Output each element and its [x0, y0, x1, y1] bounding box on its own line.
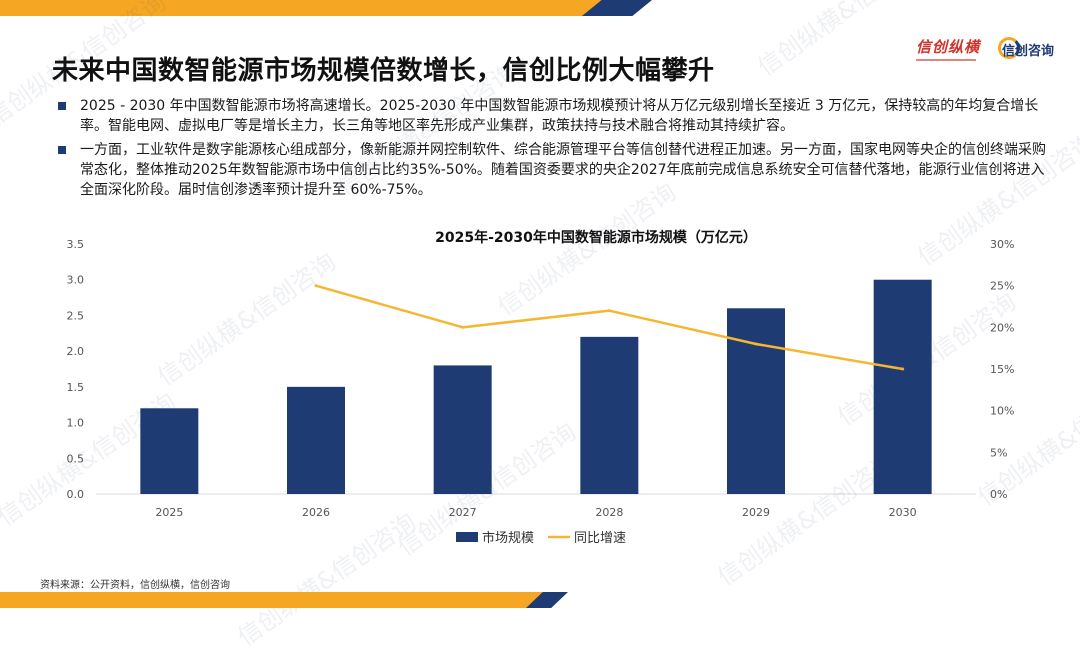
bottom-accent-bar	[0, 592, 546, 608]
logo-underline	[916, 59, 976, 61]
y-axis-tick-label: 1.5	[67, 381, 85, 394]
y2-axis-tick-label: 25%	[990, 280, 1014, 293]
bullet-text: 2025 - 2030 年中国数智能源市场将高速增长。2025-2030 年中国…	[80, 98, 1039, 134]
logo-right-text: 信创咨询	[1002, 44, 1055, 59]
growth-rate-point	[461, 325, 465, 329]
source-note: 资料来源：公开资料，信创纵横，信创咨询	[40, 580, 230, 591]
bar-2028	[580, 336, 639, 494]
bar-2025	[140, 408, 199, 494]
chart-svg: 2025年-2030年中国数智能源市场规模（万亿元） 0.0 0.5 1.0 1.5 2.…	[67, 229, 1015, 546]
bullet-item: 一方面，工业软件是数字能源核心组成部分，像新能源并网控制软件、综合能源管理平台等…	[58, 140, 1048, 200]
bar-2026	[287, 386, 345, 494]
growth-rate-point	[607, 309, 611, 313]
watermark-text: 信创纵横&信创咨询	[752, 0, 942, 82]
y-axis-tick-label: 0.5	[67, 452, 85, 465]
xinchuang-zixun-logo: 信创咨询	[998, 34, 1062, 64]
growth-rate-point	[314, 284, 318, 288]
bullet-list: 2025 - 2030 年中国数智能源市场将高速增长。2025-2030 年中国…	[58, 96, 1048, 204]
bullet-item: 2025 - 2030 年中国数智能源市场将高速增长。2025-2030 年中国…	[58, 96, 1048, 136]
page-title: 未来中国数智能源市场规模倍数增长，信创比例大幅攀升	[52, 56, 715, 86]
x-axis-tick-label: 2029	[742, 506, 770, 519]
y-axis-tick-label: 0.0	[67, 488, 85, 501]
bar-2030	[873, 279, 932, 494]
y2-axis-tick-label: 20%	[990, 321, 1014, 334]
legend-bar-label: 市场规模	[482, 530, 534, 546]
y2-axis-tick-label: 30%	[990, 238, 1014, 251]
legend-bar-swatch	[456, 532, 478, 542]
y2-axis-tick-label: 0%	[990, 488, 1007, 501]
bullet-text: 一方面，工业软件是数字能源核心组成部分，像新能源并网控制软件、综合能源管理平台等…	[80, 142, 1046, 198]
y2-axis-tick-label: 15%	[990, 363, 1014, 376]
top-accent-bar	[0, 0, 610, 16]
y-axis-tick-label: 3.0	[67, 274, 85, 287]
legend-line-label: 同比增速	[574, 531, 626, 546]
chart-title: 2025年-2030年中国数智能源市场规模（万亿元）	[435, 229, 757, 246]
y2-axis-tick-label: 5%	[990, 446, 1007, 459]
logo-ring-icon	[998, 37, 1020, 59]
y-axis-tick-label: 3.5	[67, 238, 85, 251]
xinchuang-zongheng-logo: 信创纵横	[916, 36, 988, 64]
y-axis-tick-label: 2.5	[67, 309, 85, 322]
y-axis-tick-label: 1.0	[67, 417, 85, 430]
growth-rate-point	[901, 367, 905, 371]
x-axis-tick-label: 2028	[595, 506, 623, 519]
bar-2027	[433, 365, 492, 494]
logo-left-text: 信创纵横	[916, 38, 981, 56]
bar-2029	[727, 308, 785, 494]
x-axis-tick-label: 2026	[302, 506, 330, 519]
x-axis-tick-label: 2027	[449, 506, 477, 519]
growth-rate-point	[754, 342, 758, 346]
x-axis-tick-label: 2030	[889, 506, 917, 519]
top-accent-stripe	[582, 0, 652, 16]
bullet-square-icon	[58, 102, 66, 110]
y2-axis-tick-label: 10%	[990, 405, 1014, 418]
market-size-chart: 2025年-2030年中国数智能源市场规模（万亿元） 0.0 0.5 1.0 1.5 2.…	[0, 222, 1080, 558]
x-axis-tick-label: 2025	[155, 506, 183, 519]
bullet-square-icon	[58, 146, 66, 154]
y-axis-tick-label: 2.0	[67, 345, 85, 358]
